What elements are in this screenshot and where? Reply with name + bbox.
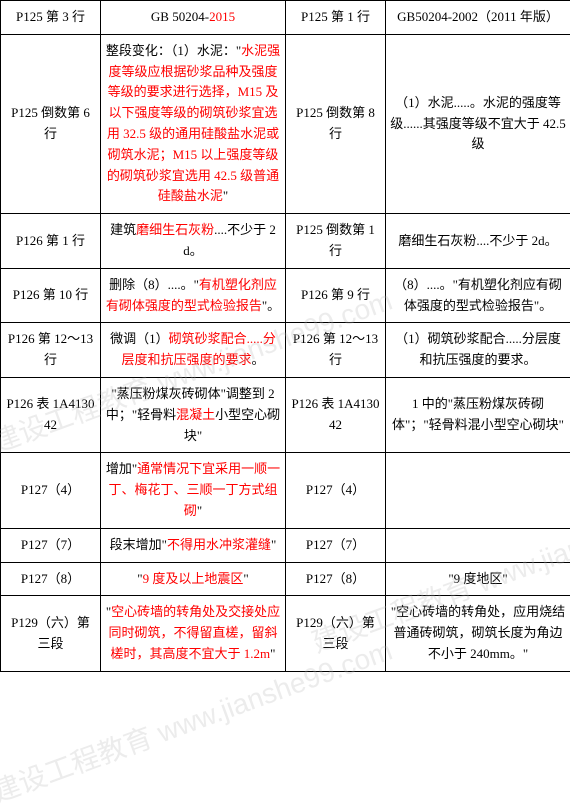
table-row: P125 第 3 行GB 50204-2015P125 第 1 行GB50204… (1, 1, 570, 35)
cell-location-old: P126 表 1A413042 (286, 377, 386, 452)
cell-location-new: P125 倒数第 6 行 (1, 34, 101, 213)
cell-location-new: P127（8） (1, 562, 101, 596)
cell-location-new: P126 表 1A413042 (1, 377, 101, 452)
cell-location-old: P125 倒数第 1 行 (286, 214, 386, 269)
table-row: P125 倒数第 6 行整段变化：（1）水泥："水泥强度等级应根据砂浆品种及强度… (1, 34, 570, 213)
table-body: P125 第 3 行GB 50204-2015P125 第 1 行GB50204… (1, 1, 570, 672)
cell-location-old: P127（4） (286, 453, 386, 528)
table-row: P126 第 10 行删除（8）....。"有机塑化剂应有砌体强度的型式检验报告… (1, 268, 570, 323)
cell-change-old: "9 度地区" (386, 562, 570, 596)
cell-change-new: 微调（1）砌筑砂浆配合.....分层度和抗压强度的要求。 (101, 323, 286, 378)
cell-location-new: P129（六）第三段 (1, 596, 101, 671)
cell-change-old (386, 453, 570, 528)
table-row: P127（8）"9 度及以上地震区"P127（8）"9 度地区" (1, 562, 570, 596)
cell-change-new: 增加"通常情况下宜采用一顺一丁、梅花丁、三顺一丁方式组砌" (101, 453, 286, 528)
cell-change-old: （1）砌筑砂浆配合.....分层度和抗压强度的要求。 (386, 323, 570, 378)
cell-change-old: 1 中的"蒸压粉煤灰砖砌体"；"轻骨料混小型空心砌块" (386, 377, 570, 452)
cell-location-old: P127（8） (286, 562, 386, 596)
table-row: P126 第 1 行建筑磨细生石灰粉....不少于 2d。P125 倒数第 1 … (1, 214, 570, 269)
cell-change-old: 磨细生石灰粉....不少于 2d。 (386, 214, 570, 269)
cell-location-old: P129（六）第三段 (286, 596, 386, 671)
cell-location-old: P125 第 1 行 (286, 1, 386, 35)
cell-change-new: "空心砖墙的转角处及交接处应同时砌筑，不得留直槎，留斜槎时，其高度不宜大于 1.… (101, 596, 286, 671)
table-row: P126 第 12～13 行微调（1）砌筑砂浆配合.....分层度和抗压强度的要… (1, 323, 570, 378)
cell-change-old: GB50204-2002（2011 年版） (386, 1, 570, 35)
cell-location-new: P126 第 10 行 (1, 268, 101, 323)
comparison-table: P125 第 3 行GB 50204-2015P125 第 1 行GB50204… (0, 0, 570, 672)
cell-location-old: P127（7） (286, 528, 386, 562)
cell-change-new: 整段变化：（1）水泥："水泥强度等级应根据砂浆品种及强度等级的要求进行选择，M1… (101, 34, 286, 213)
table-row: P126 表 1A413042"蒸压粉煤灰砖砌体"调整到 2 中；"轻骨料混凝土… (1, 377, 570, 452)
cell-change-old: （1）水泥.....。水泥的强度等级......其强度等级不宜大于 42.5 级 (386, 34, 570, 213)
cell-location-new: P126 第 12～13 行 (1, 323, 101, 378)
cell-location-new: P125 第 3 行 (1, 1, 101, 35)
cell-location-new: P127（4） (1, 453, 101, 528)
cell-location-new: P127（7） (1, 528, 101, 562)
cell-location-new: P126 第 1 行 (1, 214, 101, 269)
cell-location-old: P126 第 12～13 行 (286, 323, 386, 378)
cell-change-old (386, 528, 570, 562)
table-row: P127（7）段末增加"不得用水冲浆灌缝"P127（7） (1, 528, 570, 562)
cell-change-new: 段末增加"不得用水冲浆灌缝" (101, 528, 286, 562)
cell-change-old: "空心砖墙的转角处，应用烧结普通砖砌筑，砌筑长度为角边不小于 240mm。" (386, 596, 570, 671)
cell-location-old: P126 第 9 行 (286, 268, 386, 323)
cell-change-new: 建筑磨细生石灰粉....不少于 2d。 (101, 214, 286, 269)
cell-change-new: GB 50204-2015 (101, 1, 286, 35)
table-row: P129（六）第三段"空心砖墙的转角处及交接处应同时砌筑，不得留直槎，留斜槎时，… (1, 596, 570, 671)
cell-change-new: 删除（8）....。"有机塑化剂应有砌体强度的型式检验报告"。 (101, 268, 286, 323)
cell-change-old: （8）....。"有机塑化剂应有砌体强度的型式检验报告"。 (386, 268, 570, 323)
cell-location-old: P125 倒数第 8 行 (286, 34, 386, 213)
cell-change-new: "9 度及以上地震区" (101, 562, 286, 596)
table-row: P127（4）增加"通常情况下宜采用一顺一丁、梅花丁、三顺一丁方式组砌"P127… (1, 453, 570, 528)
cell-change-new: "蒸压粉煤灰砖砌体"调整到 2 中；"轻骨料混凝土小型空心砌块" (101, 377, 286, 452)
